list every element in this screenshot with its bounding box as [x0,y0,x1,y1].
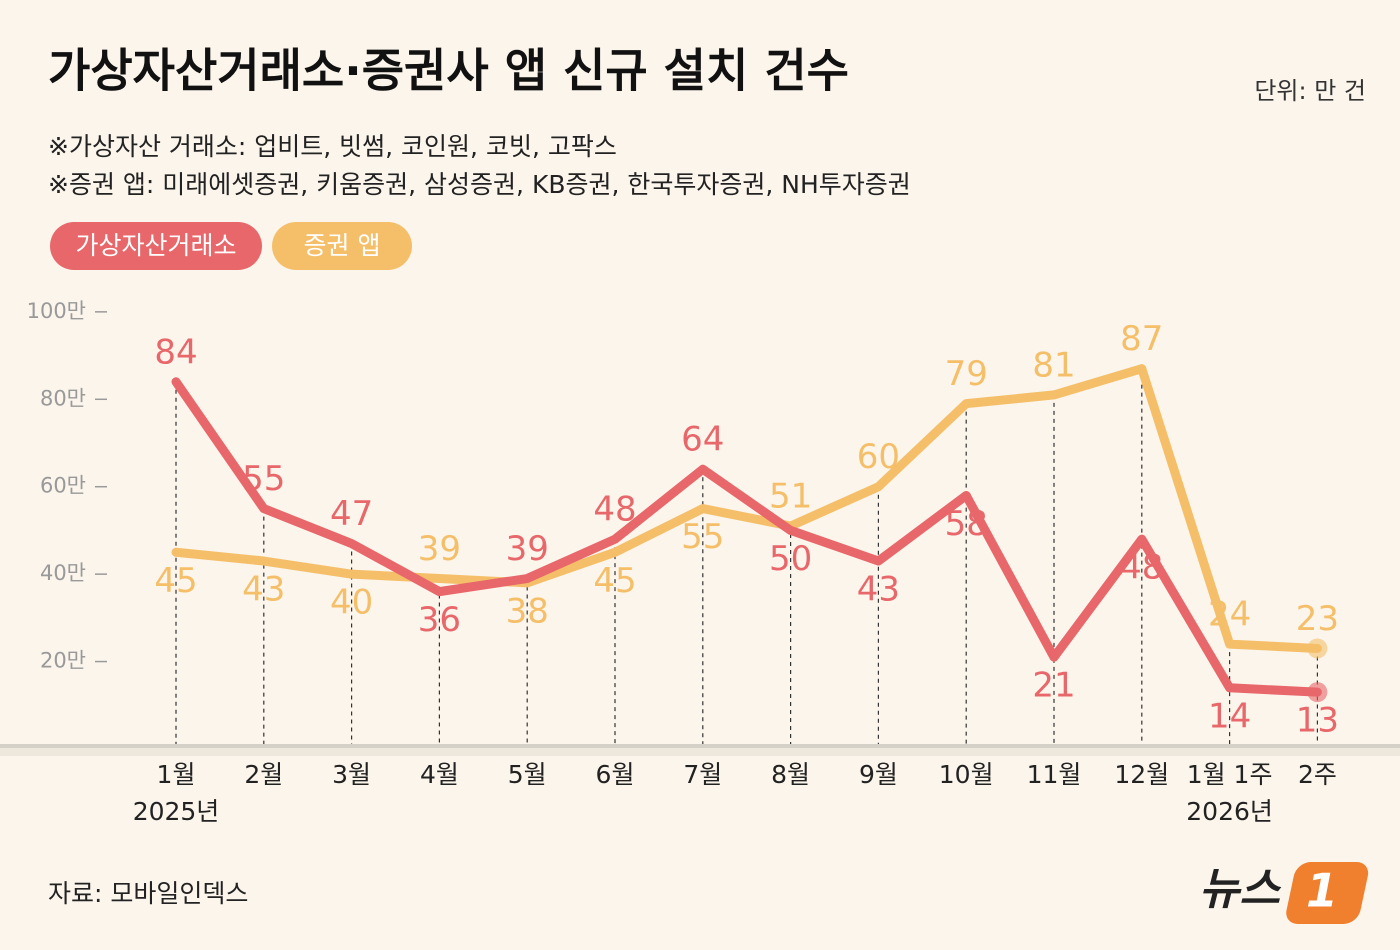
baseline [0,744,1400,748]
end-point [1307,638,1328,659]
value-label: 87 [1120,319,1163,359]
x-tick-label: 3월 [332,760,371,789]
end-point [1307,682,1328,703]
y-tick-label: 60만 [40,474,86,498]
x-tick-label: 8월 [771,760,810,789]
y-tick-label: 100만 [27,299,86,323]
unit-label: 단위: 만 건 [1254,77,1366,105]
value-label: 60 [857,437,900,477]
value-label: 45 [593,561,636,601]
value-label: 23 [1296,599,1339,639]
value-label: 55 [242,459,285,499]
value-label: 84 [154,332,197,372]
x-tick-label: 7월 [683,760,722,789]
series-line [171,377,1322,697]
value-label: 51 [769,477,812,517]
legend-label: 증권 앱 [304,231,381,260]
source: 자료: 모바일인덱스 [48,879,248,908]
x-tick-label: 4월 [420,760,459,789]
value-label: 13 [1296,701,1339,741]
value-label: 55 [681,517,724,557]
value-label: 48 [593,490,636,530]
legend-pill [50,222,262,270]
value-label: 79 [945,354,988,394]
value-label: 21 [1032,666,1075,706]
value-label: 40 [330,583,373,623]
value-label: 38 [506,591,549,631]
baseline-shadow [0,748,1400,756]
value-label: 50 [769,539,812,579]
logo-badge [1286,862,1369,924]
logo-mark: 1 [1306,864,1338,918]
value-label: 58 [945,504,988,544]
x-tick-label: 2월 [244,760,283,789]
value-label: 39 [506,529,549,569]
series-line [171,364,1322,653]
note: ※증권 앱: 미래에셋증권, 키움증권, 삼성증권, KB증권, 한국투자증권,… [48,170,911,199]
value-label: 43 [857,570,900,610]
value-label: 81 [1032,345,1075,385]
y-tick-label: 80만 [40,386,86,410]
value-label: 64 [681,420,724,460]
legend-pill [272,222,412,270]
x-tick-label: 12월 [1114,760,1169,789]
note: ※가상자산 거래소: 업비트, 빗썸, 코인원, 코빗, 고팍스 [48,132,617,161]
y-tick-label: 20만 [40,649,86,673]
value-label: 14 [1208,696,1251,736]
y-tick-label: 40만 [40,561,86,585]
x-tick-label: 11월 [1027,760,1082,789]
x-tick-label: 9월 [859,760,898,789]
value-label: 45 [154,561,197,601]
x-tick-label: 1월 2025년 [133,760,220,826]
x-tick-label: 2주 [1298,760,1337,789]
value-label: 47 [330,494,373,534]
value-label: 39 [418,529,461,569]
logo-text: 뉴스 [1199,864,1281,915]
value-label: 24 [1208,595,1251,635]
value-label: 48 [1120,548,1163,588]
value-label: 43 [242,570,285,610]
chart-title: 가상자산거래소·증권사 앱 신규 설치 건수 [48,44,849,98]
legend-label: 가상자산거래소 [75,231,236,260]
x-tick-label: 10월 [939,760,994,789]
x-tick-label: 1월 1주 2026년 [1186,760,1273,826]
value-label: 36 [418,600,461,640]
x-tick-label: 5월 [508,760,547,789]
x-tick-label: 6월 [596,760,635,789]
